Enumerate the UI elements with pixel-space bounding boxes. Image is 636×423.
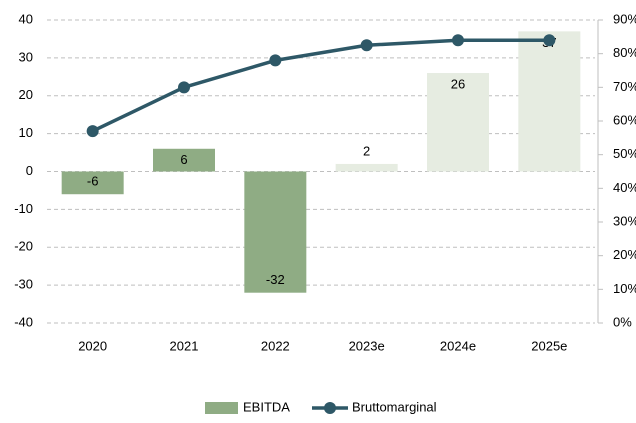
- legend-label: EBITDA: [243, 399, 290, 414]
- y2-tick-label: 10%: [613, 281, 636, 296]
- y2-tick-label: 70%: [613, 79, 636, 94]
- marker: [360, 39, 373, 52]
- y2-tick-label: 30%: [613, 213, 636, 228]
- y-tick-label: 10: [19, 125, 33, 140]
- legend-swatch: [205, 402, 238, 414]
- y-tick-label: -40: [14, 314, 33, 329]
- y-tick-label: 40: [19, 11, 33, 26]
- y2-tick-label: 20%: [613, 247, 636, 262]
- y-tick-label: 20: [19, 87, 33, 102]
- y2-tick-label: 40%: [613, 180, 636, 195]
- data-label: -6: [87, 174, 99, 189]
- y-tick-label: 30: [19, 49, 33, 64]
- y-tick-label: -10: [14, 201, 33, 216]
- x-tick-label: 2020: [78, 338, 107, 353]
- x-tick-label: 2021: [170, 338, 199, 353]
- x-tick-label: 2022: [261, 338, 290, 353]
- bar: [61, 171, 124, 195]
- legend-marker: [324, 402, 336, 414]
- y-tick-label: -20: [14, 239, 33, 254]
- x-tick-label: 2024e: [440, 338, 476, 353]
- y-tick-label: -30: [14, 277, 33, 292]
- marker: [86, 125, 99, 138]
- legend-label: Bruttomarginal: [352, 399, 437, 414]
- y2-tick-label: 0%: [613, 314, 632, 329]
- bar: [335, 163, 398, 172]
- y2-tick-label: 90%: [613, 11, 636, 26]
- bar: [153, 148, 215, 172]
- y2-tick-label: 80%: [613, 45, 636, 60]
- data-label: 2: [363, 143, 370, 158]
- bar: [427, 73, 489, 172]
- data-label: 26: [451, 76, 465, 91]
- data-label: 6: [180, 152, 187, 167]
- line: [91, 38, 550, 133]
- marker: [452, 34, 464, 47]
- marker: [269, 54, 282, 67]
- marker: [178, 81, 190, 94]
- y2-tick-label: 50%: [613, 146, 636, 161]
- y2-tick-label: 60%: [613, 112, 636, 127]
- marker: [543, 34, 556, 47]
- data-label: -32: [266, 272, 285, 287]
- x-tick-label: 2023e: [349, 338, 385, 353]
- x-tick-label: 2025e: [531, 338, 567, 353]
- bar: [244, 171, 307, 293]
- bar: [518, 31, 581, 172]
- y-tick-label: 0: [26, 163, 33, 178]
